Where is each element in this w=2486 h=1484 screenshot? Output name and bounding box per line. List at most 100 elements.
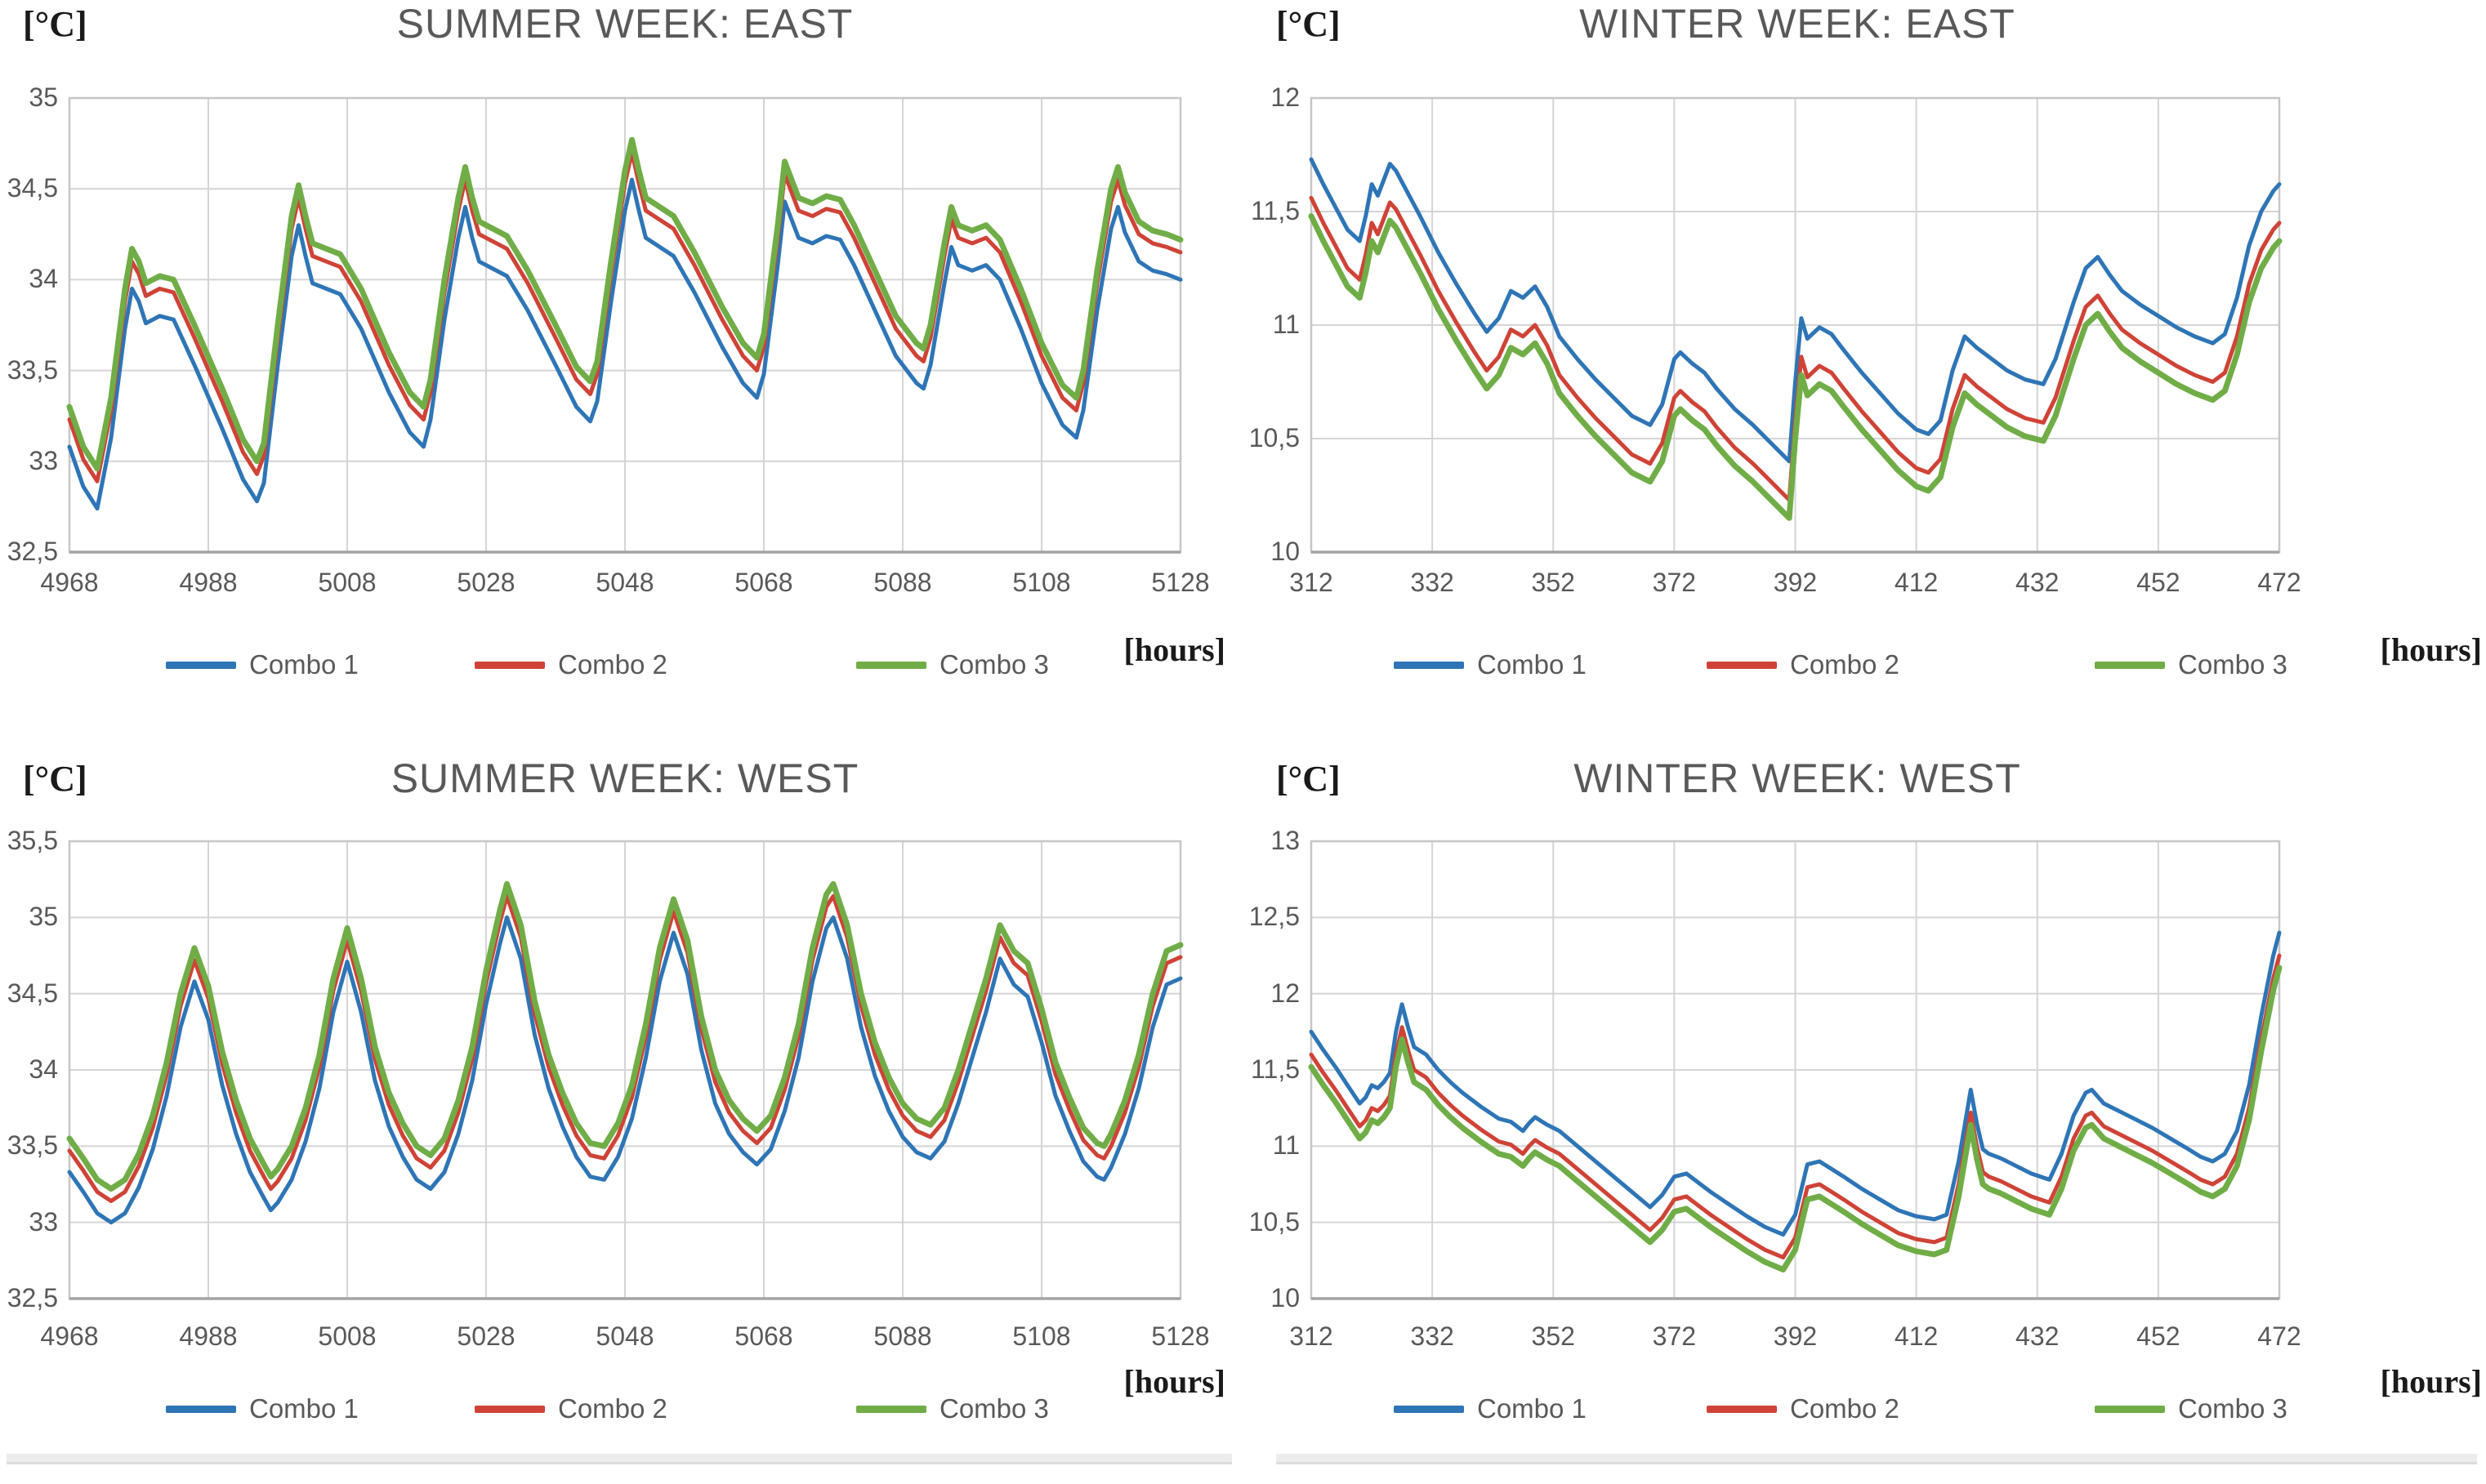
y-tick-label: 10 — [1270, 537, 1300, 566]
legend-label: Combo 2 — [1790, 1393, 1899, 1424]
y-tick-label: 11,5 — [1251, 1054, 1300, 1084]
y-tick-label: 35 — [29, 902, 58, 932]
y-tick-label: 11 — [1272, 1130, 1300, 1161]
x-tick-label: 412 — [1894, 568, 1939, 597]
x-axis-unit-label: [hours] — [1123, 631, 1225, 668]
legend-item: Combo 2 — [1707, 1393, 1899, 1424]
y-tick-label: 34 — [29, 1054, 58, 1084]
x-tick-label: 432 — [2015, 1321, 2060, 1351]
x-axis-unit-label: [hours] — [1123, 1363, 1225, 1400]
series-line-combo-2 — [67, 894, 1183, 1203]
legend-item: Combo 3 — [856, 1393, 1049, 1424]
x-tick-label: 5088 — [873, 1321, 932, 1351]
chart-title-winter-east: WINTER WEEK: EAST — [1579, 1, 2015, 47]
x-tick-label: 5028 — [457, 568, 515, 597]
x-axis-unit-label: [hours] — [2380, 1363, 2482, 1400]
x-tick-label: 5068 — [734, 568, 793, 597]
x-tick-label: 452 — [2136, 568, 2180, 597]
x-tick-label: 452 — [2136, 1321, 2180, 1351]
legend-label: Combo 3 — [2178, 1393, 2287, 1424]
legend-swatch-combo2 — [475, 661, 545, 669]
legend-label: Combo 1 — [249, 649, 359, 680]
x-tick-label: 352 — [1531, 1321, 1575, 1351]
series-line-combo-1 — [67, 177, 1183, 511]
legend-item: Combo 1 — [1394, 649, 1587, 680]
y-tick-label: 12 — [1270, 82, 1300, 112]
y-axis-unit-label: [°C] — [23, 4, 87, 44]
plot-area-winter-east — [1308, 96, 2283, 554]
x-tick-label: 472 — [2257, 568, 2301, 597]
y-tick-label: 12,5 — [1248, 902, 1300, 932]
legend-swatch-combo2 — [1707, 1405, 1777, 1413]
legend-item: Combo 2 — [475, 649, 667, 680]
series-line-combo-3 — [66, 136, 1184, 472]
x-tick-label: 5048 — [596, 1321, 654, 1351]
x-tick-label: 5128 — [1151, 1321, 1210, 1351]
x-tick-label: 312 — [1289, 1321, 1333, 1351]
legend-item: Combo 1 — [166, 649, 359, 680]
x-tick-label: 412 — [1894, 1321, 1939, 1351]
legend-label: Combo 1 — [1477, 649, 1587, 680]
x-tick-label: 332 — [1410, 568, 1454, 597]
legend-item: Combo 1 — [1394, 1393, 1587, 1424]
legend-item: Combo 2 — [475, 1393, 667, 1424]
x-tick-label: 5108 — [1012, 1321, 1071, 1351]
x-tick-label: 352 — [1531, 568, 1575, 597]
legend-item: Combo 2 — [1707, 649, 1899, 680]
x-tick-label: 372 — [1652, 1321, 1697, 1351]
y-tick-label: 35 — [29, 82, 58, 112]
legend-item: Combo 3 — [856, 649, 1049, 680]
chart-title-summer-east: SUMMER WEEK: EAST — [396, 1, 854, 47]
x-tick-label: 372 — [1652, 568, 1697, 597]
y-tick-label: 33 — [29, 445, 58, 475]
y-tick-label: 33,5 — [7, 354, 58, 385]
plot-area-summer-east — [66, 96, 1184, 554]
y-tick-label: 32,5 — [7, 537, 58, 566]
legend-label: Combo 1 — [249, 1393, 359, 1424]
y-tick-label: 34 — [29, 264, 58, 294]
legend-label: Combo 2 — [558, 649, 667, 680]
y-tick-label: 12 — [1270, 978, 1300, 1008]
series-line-combo-1 — [1309, 930, 2282, 1237]
x-tick-label: 5028 — [457, 1321, 515, 1351]
y-tick-label: 10,5 — [1248, 1206, 1300, 1237]
legend-label: Combo 3 — [2178, 649, 2287, 680]
x-tick-label: 5008 — [318, 1321, 377, 1351]
y-tick-label: 34,5 — [7, 978, 58, 1008]
y-tick-label: 13 — [1270, 826, 1300, 855]
y-tick-label: 10 — [1270, 1283, 1300, 1312]
legend-label: Combo 2 — [558, 1393, 667, 1424]
legend-label: Combo 2 — [1790, 649, 1899, 680]
y-tick-label: 34,5 — [7, 173, 58, 203]
legend-label: Combo 3 — [940, 1393, 1049, 1424]
series-line-combo-2 — [1309, 953, 2282, 1260]
legend-swatch-combo3 — [856, 1405, 926, 1413]
legend-swatch-combo1 — [1394, 1405, 1464, 1413]
legend-item: Combo 3 — [2095, 649, 2287, 680]
y-tick-label: 33 — [29, 1206, 58, 1237]
y-axis-unit-label: [°C] — [1276, 4, 1341, 44]
plot-area-summer-west — [66, 840, 1184, 1300]
chart-title-winter-west: WINTER WEEK: WEST — [1573, 755, 2021, 801]
y-tick-label: 10,5 — [1248, 423, 1300, 452]
x-tick-label: 392 — [1773, 568, 1818, 597]
section-divider — [7, 1454, 1232, 1464]
y-tick-label: 32,5 — [7, 1283, 58, 1312]
x-tick-label: 4988 — [179, 568, 238, 597]
legend-swatch-combo1 — [166, 1405, 236, 1413]
chart-title-summer-west: SUMMER WEEK: WEST — [391, 755, 859, 801]
x-tick-label: 472 — [2257, 1321, 2301, 1351]
legend-item: Combo 3 — [2095, 1393, 2287, 1424]
x-tick-label: 5088 — [873, 568, 932, 597]
x-tick-label: 332 — [1410, 1321, 1454, 1351]
y-tick-label: 11 — [1272, 310, 1300, 339]
legend-item: Combo 1 — [166, 1393, 359, 1424]
x-tick-label: 5008 — [318, 568, 377, 597]
y-tick-label: 11,5 — [1251, 196, 1300, 225]
x-axis-unit-label: [hours] — [2380, 631, 2482, 668]
series-line-combo-1 — [67, 915, 1183, 1225]
legend-label: Combo 3 — [940, 649, 1049, 680]
x-tick-label: 432 — [2015, 568, 2060, 597]
y-axis-unit-label: [°C] — [1276, 759, 1341, 799]
